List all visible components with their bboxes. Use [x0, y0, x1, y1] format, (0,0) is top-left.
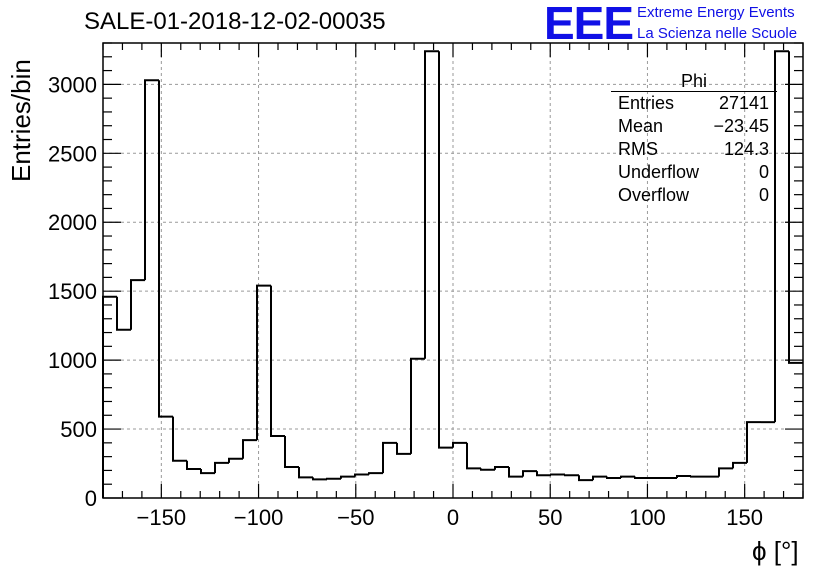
histogram-bin [438, 51, 453, 449]
stats-label: Mean [618, 116, 664, 136]
histogram-bin [424, 50, 439, 359]
stats-value: 124.3 [723, 139, 769, 159]
histogram-bin [788, 51, 803, 364]
stats-label: Entries [618, 93, 675, 113]
histogram-bin [116, 296, 131, 331]
tick-labels: −150 −100 −50 0 50 100 15005001000150020002500… [48, 72, 763, 530]
stats-row-rms: RMS 124.3 [611, 138, 777, 161]
histogram-bin [326, 477, 341, 480]
histogram-bin [242, 439, 257, 459]
histogram-bin [228, 457, 243, 463]
histogram-bin [718, 467, 733, 477]
histogram-bin [312, 477, 327, 481]
chart-title: SALE-01-2018-12-02-00035 [84, 8, 386, 35]
x-tick-label: 50 [538, 505, 562, 530]
histogram-bin [200, 469, 215, 475]
histogram-bin [256, 284, 271, 441]
axis-ticks [102, 42, 804, 499]
histogram-bin [732, 461, 747, 469]
y-tick-label: 1500 [48, 279, 97, 304]
stats-row-overflow: Overflow 0 [611, 184, 777, 207]
histogram-bin [620, 475, 635, 479]
y-tick-label: 3000 [48, 72, 97, 97]
histogram-bin [494, 465, 509, 470]
stats-value: 27141 [718, 93, 769, 113]
logo-caption-line2: La Scienza nelle Scuole [637, 25, 798, 42]
stats-label: RMS [618, 139, 658, 159]
x-tick-label: 0 [447, 505, 459, 530]
stats-label: Overflow [618, 185, 690, 205]
histogram-bin [480, 468, 495, 471]
histogram-bin [592, 475, 607, 481]
histogram-bin [298, 466, 313, 479]
histogram-bin [746, 421, 761, 463]
x-tick-label: −150 [137, 505, 187, 530]
histogram-bin [214, 461, 229, 474]
x-tick-label: −100 [234, 505, 284, 530]
histogram-bin [172, 416, 187, 462]
y-tick-label: 0 [85, 486, 97, 511]
histogram-bin [102, 295, 117, 498]
y-tick-label: 2500 [48, 141, 97, 166]
histogram-bin [564, 474, 579, 477]
y-tick-label: 500 [60, 417, 97, 442]
y-axis-label: Entries/bin [6, 59, 36, 182]
plot-frame [102, 42, 804, 499]
histogram-bin [452, 441, 467, 448]
grid-lines [103, 43, 803, 498]
stats-row-mean: Mean −23.45 [611, 115, 777, 138]
histogram-bin [130, 279, 145, 330]
histogram-bin [466, 442, 481, 470]
histogram-bin [774, 50, 789, 423]
histogram-bin [382, 441, 397, 474]
histogram-bin [550, 473, 565, 476]
histogram-bin [676, 474, 691, 479]
histogram-bin [396, 442, 411, 455]
histogram-bin [508, 466, 523, 478]
eee-logo: EEE [544, 0, 634, 49]
x-axis-label: ϕ [°] [752, 536, 799, 566]
stats-row-entries: Entries 27141 [611, 92, 777, 115]
histogram-bin [606, 476, 621, 480]
stats-value: −23.45 [713, 116, 769, 136]
histogram-bin [284, 435, 299, 468]
histogram-bin [634, 476, 649, 480]
histogram-bin [410, 357, 425, 454]
histogram-bin [690, 475, 705, 478]
x-tick-label: −50 [337, 505, 374, 530]
y-tick-label: 1000 [48, 348, 97, 373]
stats-box: Phi Entries 27141 Mean −23.45 RMS 124.3 … [611, 72, 777, 207]
histogram-bins [102, 50, 803, 498]
stats-value: 0 [758, 185, 769, 205]
histogram-bin [144, 79, 159, 281]
x-tick-label: 100 [629, 505, 666, 530]
stats-title: Phi [611, 72, 777, 92]
histogram-bin [158, 80, 173, 418]
y-tick-label: 2000 [48, 210, 97, 235]
histogram-bin [354, 473, 369, 477]
histogram-bin [340, 475, 355, 479]
logo-caption-line1: Extreme Energy Events [637, 4, 795, 21]
histogram-bin [578, 475, 593, 482]
histogram-bin [368, 472, 383, 475]
x-tick-label: 150 [726, 505, 763, 530]
histogram-bin [536, 471, 551, 477]
stats-row-underflow: Underflow 0 [611, 161, 777, 184]
histogram-bin [522, 470, 537, 477]
histogram-bin [186, 460, 201, 471]
stats-value: 0 [758, 162, 769, 182]
histogram-bin [270, 285, 285, 437]
stats-label: Underflow [618, 162, 700, 182]
